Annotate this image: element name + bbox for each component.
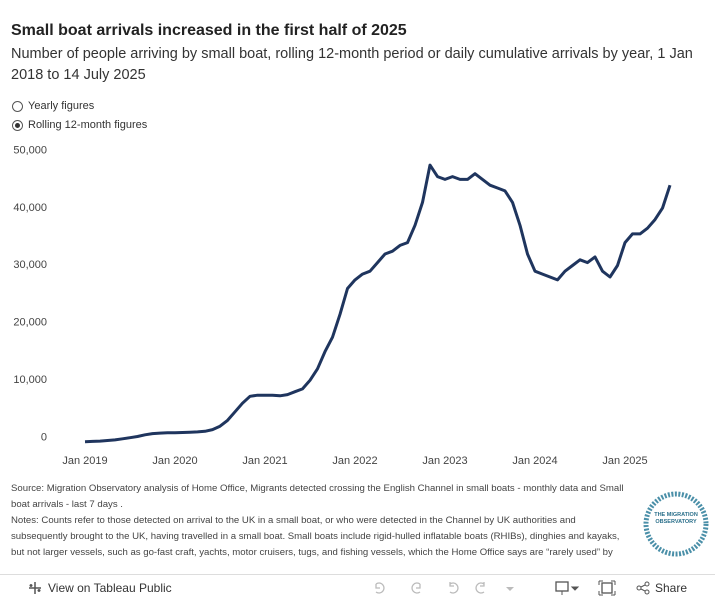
y-tick-label: 20,000	[13, 317, 47, 329]
x-tick-label: Jan 2020	[152, 455, 197, 467]
chart-subtitle: Number of people arriving by small boat,…	[11, 46, 693, 83]
x-tick-label: Jan 2019	[62, 455, 107, 467]
x-tick-label: Jan 2021	[242, 455, 287, 467]
tableau-icon	[29, 582, 41, 594]
y-tick-label: 40,000	[13, 202, 47, 214]
chart: 0 10,000 20,000 30,000 40,000 50,000 Jan 2019 J…	[13, 144, 672, 467]
logo-ring	[643, 491, 709, 557]
history-icons	[375, 582, 514, 594]
line	[84, 163, 672, 444]
logo-text: THE MIGRATION OBSERVATORY	[654, 512, 698, 525]
chart-title: Small boat arrivals increased in the fir…	[11, 22, 407, 39]
toolbar: View on Tableau Public Share	[0, 574, 715, 601]
y-tick-label: 10,000	[13, 374, 47, 386]
footer: Source: Migration Observatory analysis o…	[11, 481, 631, 561]
y-tick-label: 30,000	[13, 259, 47, 271]
radio-dot[interactable]	[12, 100, 23, 112]
share-button[interactable]: Share	[636, 581, 687, 595]
logo: THE MIGRATION OBSERVATORY	[643, 491, 709, 557]
share-icon	[636, 581, 650, 595]
tool-icons[interactable]	[554, 580, 634, 596]
logo-box: THE MIGRATION OBSERVATORY	[654, 512, 698, 525]
view-label[interactable]: View on Tableau Public	[48, 581, 172, 595]
radio-dot[interactable]	[12, 119, 23, 131]
radio-option[interactable]: Yearly figures	[12, 100, 94, 112]
x-tick-label: Jan 2024	[512, 455, 557, 467]
y-tick-label: 0	[41, 431, 47, 443]
x-tick-label: Jan 2022	[332, 455, 377, 467]
radio-label[interactable]: Rolling 12-month figures	[28, 119, 148, 131]
x-tick-label: Jan 2025	[602, 455, 647, 467]
x-tick-label: Jan 2023	[422, 455, 467, 467]
y-tick-label: 50,000	[13, 144, 47, 156]
radio-label[interactable]: Yearly figures	[28, 100, 95, 112]
share-label[interactable]: Share	[655, 581, 688, 595]
source: Source: Migration Observatory analysis o…	[11, 483, 624, 510]
view-button[interactable]: View on Tableau Public	[28, 581, 172, 595]
radio-option[interactable]: Rolling 12-month figures	[12, 119, 147, 131]
notes: Notes: Counts refer to those detected on…	[11, 515, 620, 558]
